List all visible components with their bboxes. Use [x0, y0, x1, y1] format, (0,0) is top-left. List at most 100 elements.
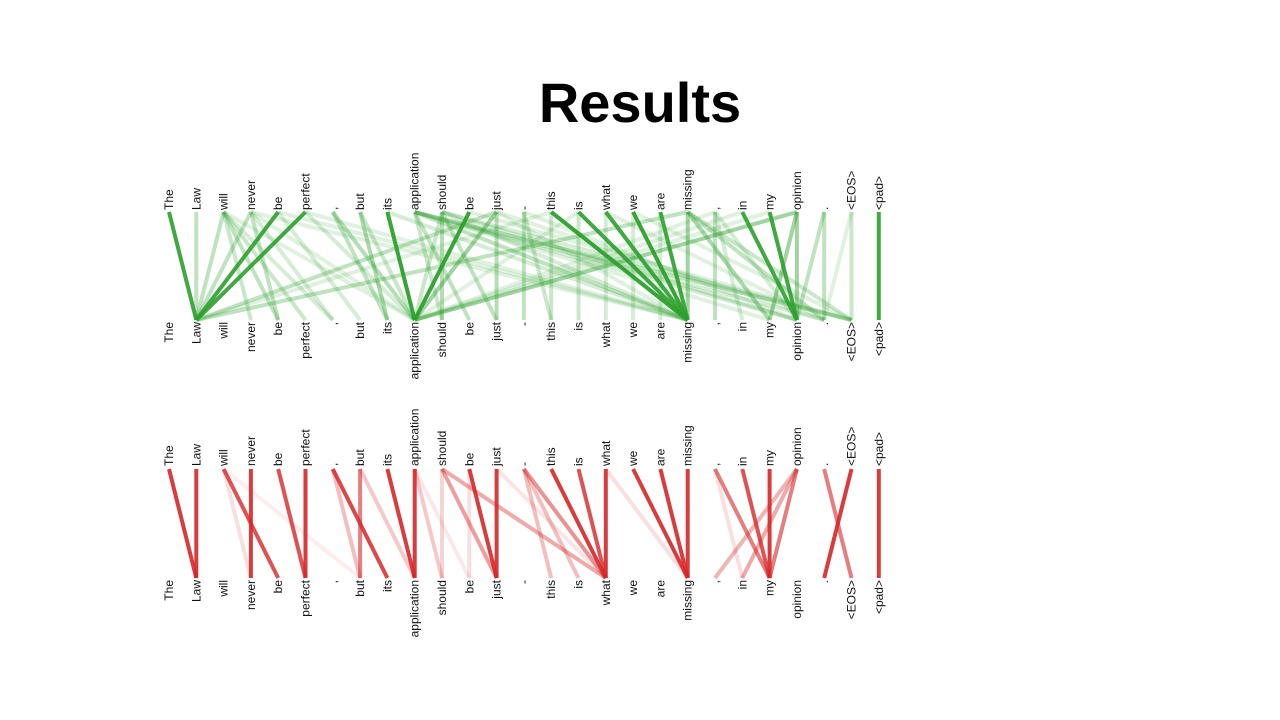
attention-link: [358, 211, 390, 321]
source-token-label: what: [599, 440, 613, 467]
target-token-label: Law: [189, 322, 203, 344]
target-token-label: but: [353, 579, 367, 596]
source-token-label: .: [817, 207, 831, 210]
source-token-label: <EOS>: [845, 427, 859, 466]
target-token-label: should: [435, 580, 449, 615]
target-token-label: in: [735, 322, 749, 331]
target-token-label: what: [599, 321, 613, 348]
source-token-label: ,: [326, 463, 340, 466]
slide-title: Results: [538, 71, 742, 134]
source-token-label: but: [353, 449, 367, 466]
attention-link: [658, 211, 690, 321]
attention-link: [276, 468, 308, 579]
attention-link: [248, 211, 281, 321]
attention-link: [250, 210, 689, 322]
source-token-label: ,: [708, 463, 722, 466]
target-token-label: is: [572, 322, 586, 331]
attention-link: [358, 211, 417, 321]
target-token-label: in: [735, 580, 749, 589]
attention-link: [713, 468, 772, 579]
attention-link: [222, 210, 416, 322]
attention-link: [414, 210, 743, 322]
target-token-label: what: [599, 579, 613, 606]
attention-link: [412, 211, 444, 321]
attention-link: [331, 211, 390, 321]
attention-link: [413, 210, 499, 322]
source-token-label: application: [408, 153, 422, 210]
attention-link: [413, 210, 580, 322]
attention-links: [167, 210, 881, 322]
target-token-label: ,: [708, 322, 722, 325]
target-token-label: opinion: [790, 580, 804, 619]
target-token-label: ,: [708, 580, 722, 583]
source-token-label: -: [517, 462, 531, 466]
source-token-label: opinion: [790, 171, 804, 210]
source-token-label: my: [763, 450, 777, 466]
attention-link: [767, 468, 799, 579]
attention-link: [412, 211, 472, 321]
target-token-label: will: [217, 322, 231, 340]
attention-link: [441, 210, 689, 322]
target-token-label: Law: [189, 580, 203, 602]
target-token-label: <EOS>: [845, 322, 859, 361]
attention-link: [194, 210, 280, 322]
attention-link: [658, 468, 690, 579]
attention-link: [604, 210, 690, 322]
source-token-label: perfect: [299, 173, 313, 210]
attention-link: [385, 211, 417, 321]
attention-link: [521, 468, 554, 579]
attention-link: [521, 211, 554, 321]
attention-links: [167, 467, 881, 580]
source-token-label: just: [490, 191, 504, 211]
attention-link: [576, 468, 608, 579]
attention-link: [740, 468, 772, 579]
target-token-label: this: [544, 322, 558, 341]
source-token-label: this: [544, 447, 558, 466]
source-token-label: in: [735, 201, 749, 210]
target-token-label: we: [626, 580, 640, 597]
attention-link: [740, 211, 799, 321]
source-token-label: we: [626, 194, 640, 211]
source-token-label: is: [572, 201, 586, 210]
attention-link: [822, 211, 854, 321]
source-token-label: application: [408, 409, 422, 466]
attention-link: [412, 468, 444, 579]
attention-link: [414, 210, 771, 322]
target-token-label: my: [763, 580, 777, 596]
target-token-label: The: [162, 322, 176, 343]
target-token-label: perfect: [299, 321, 313, 358]
target-token-label: -: [517, 580, 531, 584]
attention-link: [577, 210, 690, 322]
target-token-label: ,: [326, 580, 340, 583]
source-token-label: what: [599, 184, 613, 211]
attention-link: [440, 467, 607, 580]
target-token-label: <pad>: [872, 322, 886, 356]
attention-link: [194, 211, 226, 321]
attention-link: [304, 210, 417, 322]
target-token-label: be: [271, 322, 285, 336]
source-token-label: be: [462, 452, 476, 466]
target-token-label: never: [244, 580, 258, 610]
attention-link: [194, 211, 253, 321]
source-token-label: be: [271, 452, 285, 466]
source-token-label: are: [653, 192, 667, 210]
attention-link: [386, 210, 689, 322]
target-token-label: just: [490, 321, 504, 341]
target-token-label: is: [572, 580, 586, 589]
source-token-label: .: [817, 463, 831, 466]
target-token-label: .: [817, 580, 831, 583]
source-token-label: its: [380, 454, 394, 466]
source-token-label: are: [653, 448, 667, 466]
target-token-label: just: [490, 579, 504, 599]
attention-link: [330, 468, 363, 579]
attention-panel-top: TheTheLawLawwillwillneverneverbebeperfec…: [162, 153, 886, 380]
attention-link: [167, 468, 199, 579]
target-token-label: be: [462, 322, 476, 336]
target-token-label: <pad>: [872, 580, 886, 614]
attention-link: [304, 210, 689, 322]
source-token-label: will: [217, 449, 231, 467]
target-token-label: will: [217, 580, 231, 598]
attention-link: [414, 210, 798, 322]
attention-link: [331, 468, 390, 579]
target-token-label: missing: [681, 580, 695, 621]
